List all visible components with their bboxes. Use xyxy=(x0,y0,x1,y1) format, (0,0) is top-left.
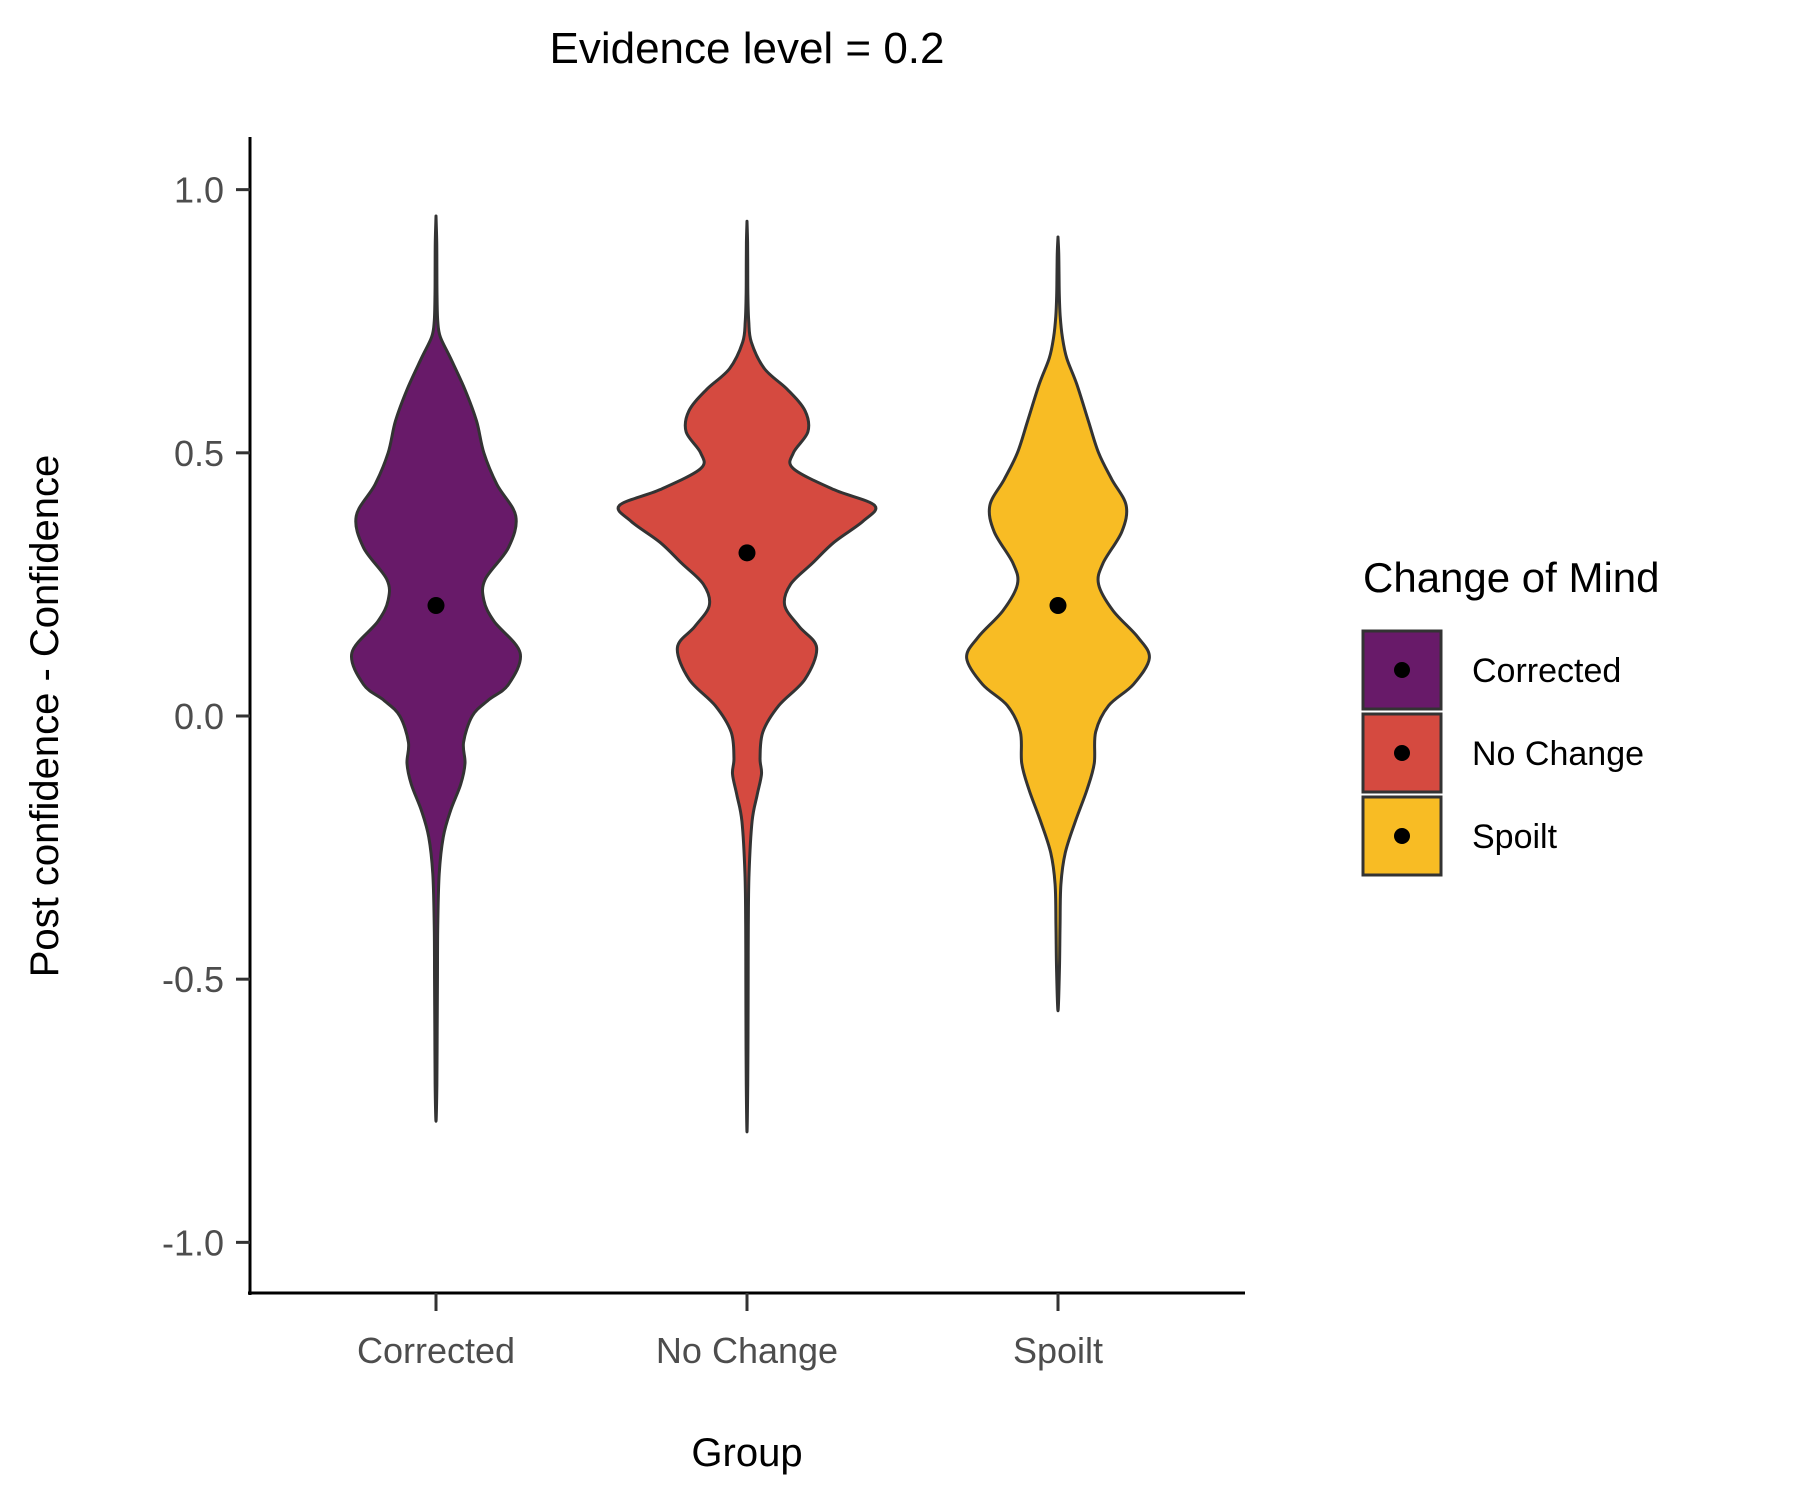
x-axis-ticks: Corrected No Change Spoilt xyxy=(357,1293,1103,1371)
y-tick-label: -0.5 xyxy=(162,959,224,1000)
legend-key-point xyxy=(1394,828,1410,844)
chart-title: Evidence level = 0.2 xyxy=(549,24,944,73)
legend-entries: Corrected No Change Spoilt xyxy=(1361,629,1644,877)
x-tick-label: Spoilt xyxy=(1013,1330,1103,1371)
mean-point-no-change xyxy=(738,544,756,562)
mean-point-corrected xyxy=(427,596,445,614)
violin-corrected xyxy=(349,214,523,1123)
violin-layer xyxy=(349,214,1151,1134)
legend-label: Spoilt xyxy=(1472,818,1558,856)
legend-key-point xyxy=(1394,745,1410,761)
legend-label: Corrected xyxy=(1472,652,1621,690)
legend-label: No Change xyxy=(1472,735,1644,773)
violin-no-change xyxy=(616,219,878,1134)
x-tick-label: Corrected xyxy=(357,1330,515,1371)
y-tick-label: 0.5 xyxy=(174,433,224,474)
y-axis-title: Post confidence - Confidence xyxy=(23,455,67,978)
legend-key-point xyxy=(1394,662,1410,678)
x-tick-label: No Change xyxy=(656,1330,838,1371)
legend: Change of Mind Corrected No Change Spoilt xyxy=(1361,554,1660,877)
mean-point-spoilt xyxy=(1049,596,1067,614)
y-tick-label: 0.0 xyxy=(174,696,224,737)
violin-spoilt xyxy=(965,235,1151,1013)
y-axis-ticks: 1.0 0.5 0.0 -0.5 -1.0 xyxy=(162,170,250,1263)
legend-title: Change of Mind xyxy=(1363,554,1660,601)
y-tick-label: -1.0 xyxy=(162,1222,224,1263)
x-axis-title: Group xyxy=(691,1431,802,1475)
y-tick-label: 1.0 xyxy=(174,170,224,211)
